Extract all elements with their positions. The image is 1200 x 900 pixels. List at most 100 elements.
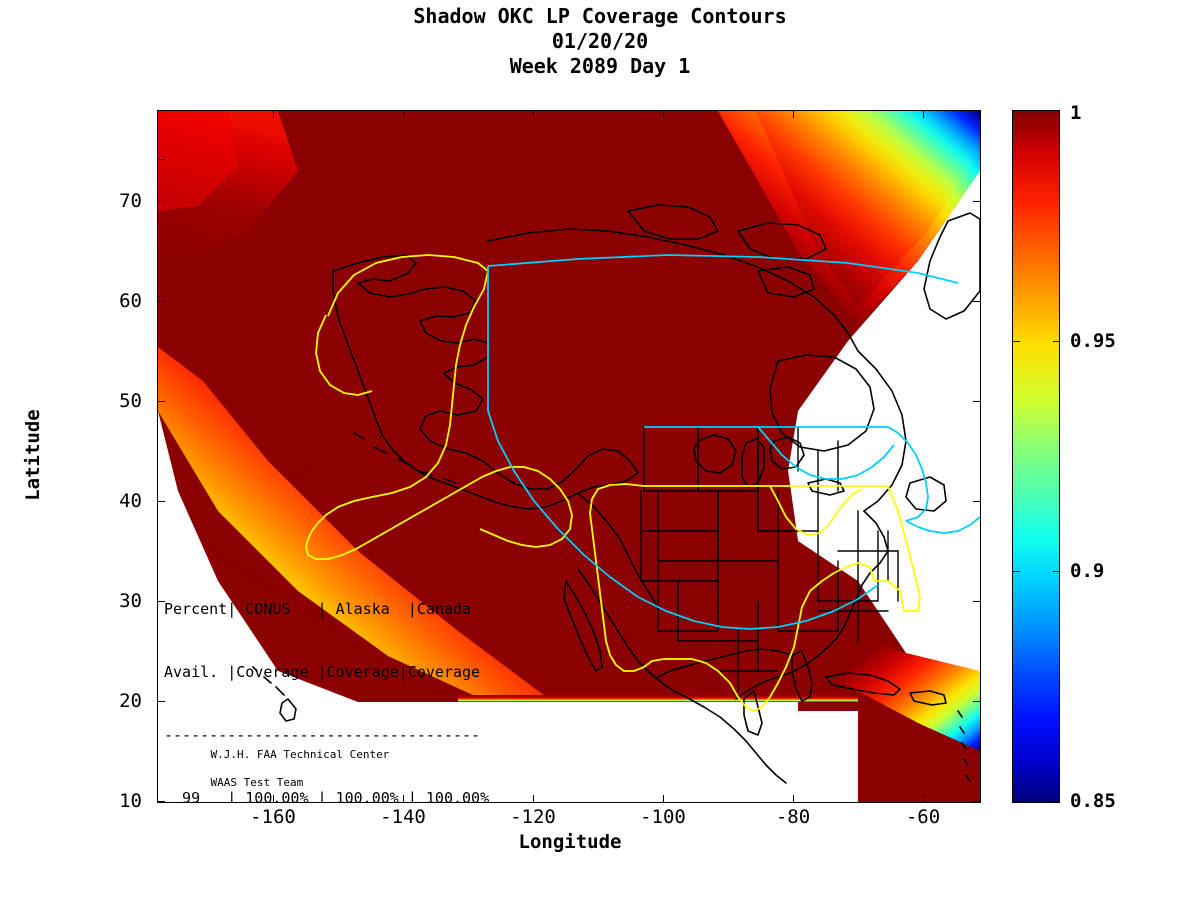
xtick-mark xyxy=(273,795,274,802)
stats-header-row-1: Percent| CONUS | Alaska |Canada xyxy=(164,600,472,618)
conus-service-volume xyxy=(589,483,921,712)
ytick-mark xyxy=(158,701,165,702)
gradient-band-south xyxy=(458,695,858,702)
ytick-mark xyxy=(973,501,980,502)
coverage-field-group xyxy=(158,111,980,802)
stats-header-row-2: Avail. |Coverage |Coverage|Coverage xyxy=(164,663,481,681)
canada-service-volume-great-lakes xyxy=(757,426,895,480)
colorbar-tick xyxy=(1013,341,1020,342)
coastline-canada-islands-1 xyxy=(627,204,719,240)
xtick-mark xyxy=(403,111,404,118)
alaska-service-volume xyxy=(305,254,573,560)
colorbar-tick xyxy=(1053,801,1060,802)
coastline-canada-islands-2 xyxy=(737,222,827,260)
xtick-mark xyxy=(793,795,794,802)
ytick-mark xyxy=(973,401,980,402)
ytick-mark xyxy=(973,301,980,302)
title-line-2: 01/20/20 xyxy=(551,29,649,53)
coastline-layer xyxy=(252,204,980,784)
coastline-us-east xyxy=(735,510,889,700)
x-axis-title: Longitude xyxy=(518,831,622,853)
ytick-mark xyxy=(158,801,165,802)
xtick-label: -160 xyxy=(250,806,296,828)
canada-service-volume-layer xyxy=(487,254,980,630)
coverage-stats-table: Percent| CONUS | Alaska |Canada Avail. |… xyxy=(164,557,490,803)
coastline-aleutians xyxy=(353,432,457,484)
ytick-label: 60 xyxy=(119,290,142,312)
xtick-mark xyxy=(273,111,274,118)
ytick-mark xyxy=(973,701,980,702)
xtick-mark xyxy=(533,111,534,118)
service-volume-boundary-layer xyxy=(305,254,921,712)
xtick-mark xyxy=(923,111,924,118)
coastline-central-america xyxy=(685,696,787,784)
canada-service-volume-south xyxy=(487,266,879,630)
xtick-mark xyxy=(533,795,534,802)
ytick-mark xyxy=(158,501,165,502)
coastline-hispaniola xyxy=(909,690,947,706)
colorbar-tick-label: 0.95 xyxy=(1070,330,1116,352)
coastline-alaska-panhandle xyxy=(577,492,659,610)
y-axis-title: Latitude xyxy=(22,409,44,501)
xtick-label: -60 xyxy=(905,806,941,828)
coastline-newfoundland xyxy=(905,476,947,512)
attribution-text: W.J.H. FAA Technical Center WAAS Test Te… xyxy=(184,734,390,802)
ytick-label: 40 xyxy=(119,490,142,512)
xtick-label: -120 xyxy=(510,806,556,828)
ytick-mark xyxy=(158,601,165,602)
xtick-mark xyxy=(403,795,404,802)
ytick-label: 50 xyxy=(119,390,142,412)
coverage-map-plot: Percent| CONUS | Alaska |Canada Avail. |… xyxy=(157,110,981,803)
alaska-service-volume-ak-extension xyxy=(315,314,373,396)
gradient-band-northeast xyxy=(718,111,980,326)
colorbar-tick xyxy=(1013,801,1020,802)
coastline-cuba xyxy=(825,672,901,696)
coverage-colorbar xyxy=(1012,110,1060,803)
colorbar-tick-label: 0.9 xyxy=(1070,560,1105,582)
title-line-1: Shadow OKC LP Coverage Contours xyxy=(413,4,787,28)
colorbar-tick xyxy=(1013,571,1020,572)
canada-service-volume-east xyxy=(905,516,980,534)
xtick-mark xyxy=(923,795,924,802)
attribution-line-1: W.J.H. FAA Technical Center xyxy=(210,748,390,761)
coastline-canada-islands-3 xyxy=(757,266,815,298)
coastline-lesser-antilles xyxy=(957,710,971,782)
stats-separator: ----------------------------------- xyxy=(164,726,481,744)
canada-service-volume xyxy=(487,254,959,284)
colorbar-tick-label: 1 xyxy=(1070,102,1082,124)
ytick-mark xyxy=(158,301,165,302)
ytick-label: 70 xyxy=(119,190,142,212)
map-canvas xyxy=(158,111,980,802)
xtick-mark xyxy=(663,795,664,802)
ytick-label: 30 xyxy=(119,590,142,612)
coastline-hawaii xyxy=(252,666,297,722)
coastline-canada-arctic xyxy=(487,228,859,352)
coastline-baja xyxy=(563,580,603,672)
coastline-florida xyxy=(791,650,813,702)
coastline-gulf xyxy=(657,648,793,678)
colorbar-tick xyxy=(1053,341,1060,342)
ytick-mark xyxy=(973,801,980,802)
coastline-alaska xyxy=(332,254,639,510)
stats-data-row: 99 | 100.00% | 100.00% | 100.00% xyxy=(164,789,490,803)
xtick-label: -140 xyxy=(380,806,426,828)
xtick-mark xyxy=(663,111,664,118)
title-line-3: Week 2089 Day 1 xyxy=(509,54,691,78)
coastline-mexico-west xyxy=(577,568,687,698)
conus-service-volume-great-lakes-notch xyxy=(769,485,863,536)
colorbar-tick xyxy=(1053,571,1060,572)
coastline-great-lakes xyxy=(693,434,737,474)
gradient-band-southwest xyxy=(158,347,553,702)
xtick-mark xyxy=(793,111,794,118)
ytick-mark xyxy=(158,401,165,402)
us-state-boundaries xyxy=(640,426,899,692)
ytick-label: 20 xyxy=(119,690,142,712)
canada-service-volume-conus-border xyxy=(644,426,929,522)
chart-title: Shadow OKC LP Coverage Contours 01/20/20… xyxy=(0,4,1200,79)
attribution-line-2: WAAS Test Team xyxy=(210,776,304,789)
coastline-hudson-bay xyxy=(769,354,875,452)
ytick-mark xyxy=(973,601,980,602)
gradient-band-northwest-top xyxy=(158,111,298,261)
colorbar-tick-label: 0.85 xyxy=(1070,790,1116,812)
ytick-mark xyxy=(158,201,165,202)
